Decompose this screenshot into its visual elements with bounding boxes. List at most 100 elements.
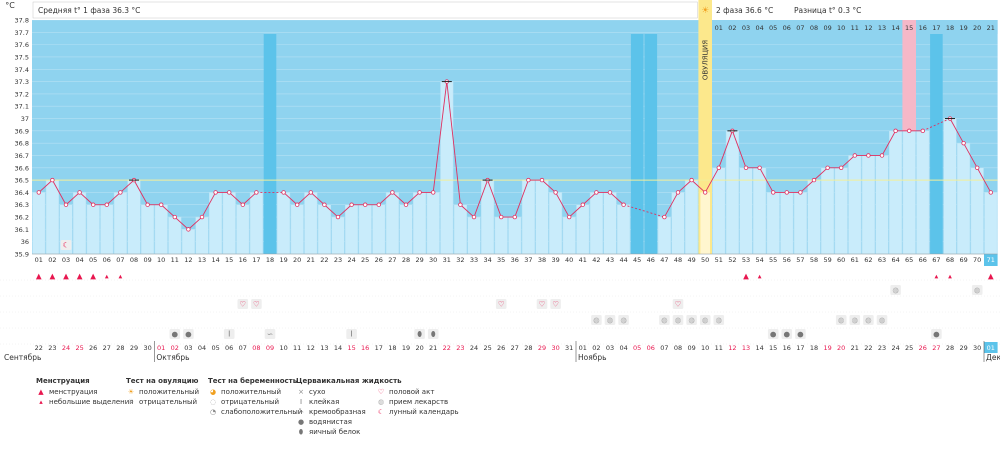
temp-bar [807,179,821,255]
temp-bar [86,204,100,255]
temp-line-segment [432,81,448,193]
date-label: 05 [633,344,641,352]
temp-point [866,153,871,158]
cycle-day-label: 33 [470,256,478,264]
y-tick-label: 36.5 [15,177,29,185]
phase2-label-band [712,20,998,34]
cycle-day-label: 65 [905,256,913,264]
cycle-day-label: 42 [592,256,600,264]
temp-bar [780,192,794,255]
cycle-day-label: 04 [75,256,83,264]
heart-icon: ♡ [552,300,559,309]
temp-bar [32,192,46,255]
date-label: 07 [660,344,668,352]
date-label: 28 [524,344,532,352]
temp-bar [181,229,195,255]
cycle-day-label: 08 [130,256,138,264]
temp-point [716,165,721,170]
temp-point [784,190,789,195]
cycle-day-label: 40 [565,256,573,264]
temp-line-segment [392,192,407,206]
temp-line-segment [976,167,992,193]
month-label: Декабрь [986,353,1000,362]
temp-point [226,190,232,195]
creamy-icon: ◍ [620,316,627,325]
date-label: 19 [823,344,831,352]
creamy-icon: ◍ [675,316,682,325]
legend-item: ∽ кремообразная [296,407,402,417]
temperature-diff: Разница t° 0.3 °C [794,6,861,15]
temp-bar [222,192,236,255]
cycle-day-label: 30 [429,256,437,264]
menstruation-icon: ▲ [77,272,83,281]
pregnancy-weak-icon: ◔ [209,408,217,416]
heart-icon-box [550,299,561,309]
temp-point [771,190,776,195]
date-label: 30 [973,344,981,352]
cycle-day-label: 56 [783,256,791,264]
date-label: 29 [538,344,546,352]
temp-point [825,165,830,170]
date-label: 31 [565,344,573,352]
temp-point [172,214,177,220]
date-label: 01 [157,344,165,352]
temp-bar [249,192,263,255]
cycle-day-label: 23 [334,256,342,264]
temp-bar [685,179,699,255]
highlight-day-band [902,20,916,131]
temp-bar [793,192,807,255]
legend-menstruation: Менструация ▲ менструация ▴ небольшие выде… [36,376,134,407]
pill-icon: ◍ [892,286,899,295]
ovulation-label: ОВУЛЯЦИЯ [702,40,710,80]
temp-point [145,202,150,207]
watery-icon-box [795,329,806,339]
temp-bar [426,192,440,255]
phase2-day-label: 11 [851,24,859,32]
y-tick-label: 36.8 [15,140,29,148]
menstruation-icon: ▲ [90,272,96,281]
cycle-day-label: 52 [728,256,736,264]
temp-bar [385,192,399,255]
legend-label: небольшие выделения [49,398,134,406]
temp-bar [617,204,631,255]
legend-item: ☼ отрицательный [126,397,199,407]
light-discharge-icon: ▴ [758,272,762,281]
temp-point [199,214,205,220]
date-label: 22 [864,344,872,352]
temp-point [335,214,341,220]
temp-point [553,190,558,195]
creamy-alt-icon-box [264,329,276,339]
sun-negative-icon: ☼ [127,398,135,406]
legend-item: ▴ небольшие выделения [36,397,134,407]
temp-line-segment [800,179,815,193]
cycle-day-label: 05 [89,256,97,264]
temp-line-segment [840,155,856,169]
temp-bar [304,192,318,255]
temp-line-segment [405,192,420,206]
temp-line-segment [623,204,665,218]
temp-line-segment [133,179,148,205]
temp-point [240,202,245,207]
ovulation-band [698,0,712,254]
cycle-day-label: 27 [388,256,396,264]
legend-label: клейкая [309,398,340,406]
temp-point [376,202,381,207]
creamy-icon-box [686,315,697,325]
date-label: 26 [497,344,505,352]
date-label: 18 [810,344,818,352]
date-label: 14 [755,344,763,352]
temp-point [512,214,517,220]
date-label: 10 [279,344,287,352]
heart-icon: ♡ [539,300,546,309]
temp-point [607,190,613,195]
cycle-day-label: 16 [239,256,247,264]
cycle-day-label: 19 [279,256,287,264]
cycle-day-label: 54 [755,256,763,264]
cycle-day-label: 64 [891,256,899,264]
date-label: 24 [470,344,478,352]
date-label: 11 [715,344,723,352]
date-label: 16 [783,344,791,352]
cycle-day-label: 59 [823,256,831,264]
gap-bar [644,34,658,254]
